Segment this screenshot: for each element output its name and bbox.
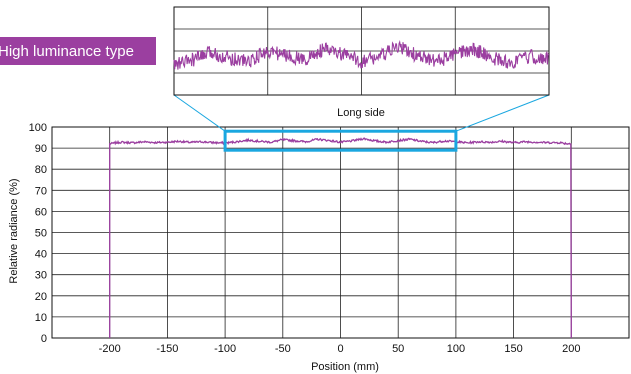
y-tick-label: 40 [35,249,47,261]
x-tick-label: 150 [504,343,522,355]
grid [52,127,629,338]
x-tick-label: -150 [156,343,178,355]
zoom-connector-left [173,94,226,132]
y-tick-label: 10 [35,312,47,324]
inset-series-line [173,39,550,70]
inset-panel [173,6,550,96]
y-tick-label: 20 [35,291,47,303]
y-axis-title: Relative radiance (%) [8,178,20,283]
y-tick-label: 80 [35,164,47,176]
plot-frame [51,126,630,339]
zoom-window [223,129,458,152]
zoom-callout [173,94,550,152]
y-tick-label: 70 [35,185,47,197]
series [109,137,572,339]
x-tick-label: 100 [447,343,465,355]
x-tick-label: 50 [392,343,404,355]
x-tick-label: 0 [337,343,343,355]
y-tick-label: 30 [35,270,47,282]
x-tick-label: -50 [275,343,291,355]
y-tick-label: 60 [35,206,47,218]
y-tick-label: 0 [41,333,47,345]
y-tick-label: 100 [29,122,47,134]
inset-label: Long side [337,107,385,119]
badge-background [0,37,156,65]
tick-labels: 0 10 20 30 40 50 60 70 80 90 100 -200 -150 -100 -50 0 50… [29,122,581,355]
badge-label: High luminance type [0,43,134,60]
y-tick-label: 50 [35,228,47,240]
y-tick-label: 90 [35,143,47,155]
x-tick-label: -100 [214,343,236,355]
x-tick-label: 200 [562,343,580,355]
axes [51,126,630,339]
series-line-0 [109,137,572,339]
x-axis-title: Position (mm) [311,361,379,373]
zoom-connector-right [455,94,550,132]
x-tick-label: -200 [99,343,121,355]
